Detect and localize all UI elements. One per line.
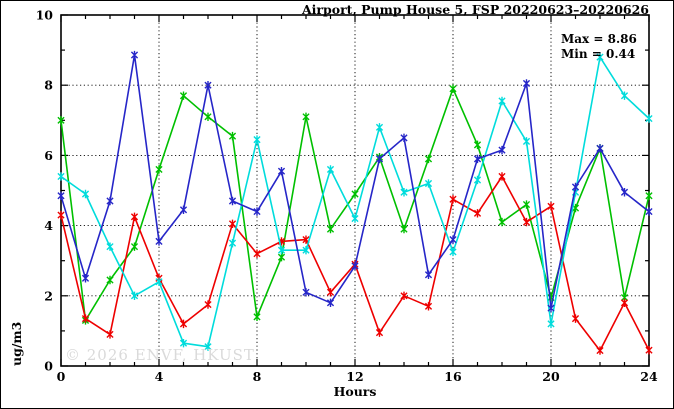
- y-axis-title: ug/m3: [9, 321, 24, 366]
- series-blue-markers: [57, 50, 653, 313]
- series-cyan-markers: [57, 52, 653, 351]
- y-tick-label: 2: [44, 288, 53, 303]
- x-tick-label: 8: [253, 369, 262, 384]
- series-red-markers: [57, 172, 653, 355]
- x-tick-label: 24: [640, 369, 658, 384]
- y-tick-label: 0: [44, 359, 53, 374]
- x-tick-label: 4: [155, 369, 164, 384]
- plot-border: [60, 14, 650, 367]
- x-tick-label: 16: [444, 369, 462, 384]
- annotation-max: Max = 8.86: [561, 32, 637, 46]
- x-tick-label: 12: [346, 369, 363, 384]
- x-axis-title: Hours: [333, 384, 377, 399]
- y-tick-label: 10: [36, 8, 54, 23]
- x-tick-label: 0: [57, 369, 66, 384]
- x-tick-label: 20: [542, 369, 560, 384]
- annotation-min: Min = 0.44: [561, 47, 636, 61]
- y-tick-label: 8: [44, 78, 53, 93]
- chart-title: Airport, Pump House 5, FSP 20220623–2022…: [301, 2, 649, 17]
- y-tick-label: 4: [44, 218, 53, 233]
- y-tick-label: 6: [44, 148, 53, 163]
- watermark: © 2026 ENVF, HKUST: [65, 346, 255, 364]
